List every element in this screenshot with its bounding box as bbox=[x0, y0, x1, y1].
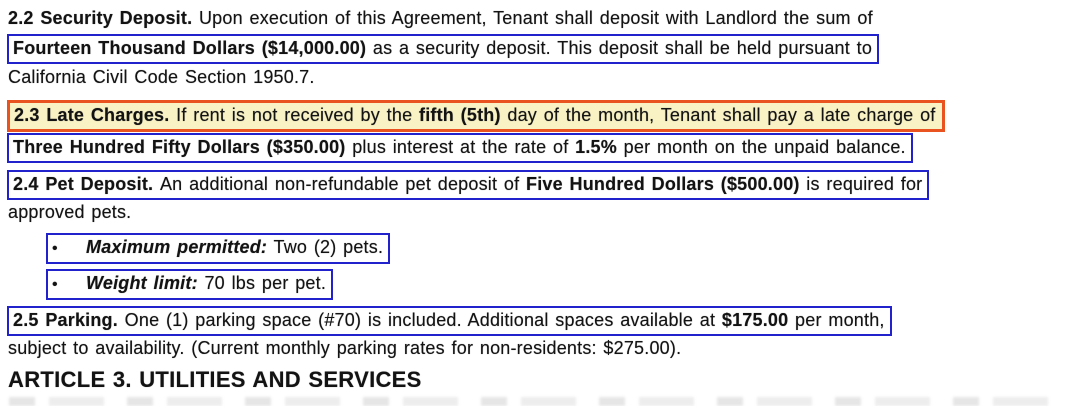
text-segment: California Civil Code Section 1950.7. bbox=[8, 67, 315, 87]
text-segment: 2.5 Parking. bbox=[13, 310, 125, 330]
text-segment: day of the month, Tenant shall pay a lat… bbox=[500, 105, 936, 125]
clause-2-5-continuation-line: subject to availability. (Current monthl… bbox=[8, 338, 1068, 359]
text-segment: subject to availability. (Current monthl… bbox=[8, 338, 682, 358]
bullet-icon: • bbox=[52, 276, 58, 293]
clause-2-2-opening-line: 2.2 Security Deposit. Upon execution of … bbox=[8, 8, 1068, 29]
text-segment: as a security deposit. This deposit shal… bbox=[366, 38, 873, 58]
bullet-weight-limit-text: Weight limit: 70 lbs per pet. bbox=[86, 273, 326, 293]
blue-annotation-box-security-deposit: Fourteen Thousand Dollars ($14,000.00) a… bbox=[7, 34, 880, 64]
text-segment: 1.5% bbox=[575, 137, 617, 157]
text-segment: per month, bbox=[788, 310, 885, 330]
text-segment: fifth (5th) bbox=[419, 105, 501, 125]
clause-2-3-late-charges-row: 2.3 Late Charges. If rent is not receive… bbox=[7, 100, 1068, 132]
text-segment: 2.2 Security Deposit. bbox=[8, 8, 199, 28]
bullet-icon: • bbox=[52, 240, 58, 257]
text-segment: approved pets. bbox=[8, 202, 132, 222]
text-segment: $175.00 bbox=[721, 310, 789, 330]
text-segment: Upon execution of this Agreement, Tenant… bbox=[198, 8, 873, 28]
text-segment: If rent is not received by the bbox=[176, 105, 419, 125]
text-segment: Two (2) pets. bbox=[267, 237, 384, 257]
blue-annotation-box-max-pets: • Maximum permitted: Two (2) pets. bbox=[46, 233, 391, 264]
clause-2-2-deposit-amount-row: Fourteen Thousand Dollars ($14,000.00) a… bbox=[7, 34, 1068, 64]
blue-annotation-box-weight-limit: • Weight limit: 70 lbs per pet. bbox=[46, 269, 334, 300]
bullet-row-weight-limit: • Weight limit: 70 lbs per pet. bbox=[7, 269, 1068, 300]
clause-2-2-civil-code-line: California Civil Code Section 1950.7. bbox=[8, 67, 1068, 88]
text-segment: 2.4 Pet Deposit. bbox=[13, 174, 160, 194]
bullet-max-pets-text: Maximum permitted: Two (2) pets. bbox=[86, 237, 383, 257]
blue-annotation-box-parking: 2.5 Parking. One (1) parking space (#70)… bbox=[7, 306, 892, 336]
text-segment: An additional non-refundable pet deposit… bbox=[159, 174, 527, 194]
article-3-heading: ARTICLE 3. UTILITIES AND SERVICES bbox=[8, 367, 422, 392]
red-annotation-box-late-charges: 2.3 Late Charges. If rent is not receive… bbox=[7, 100, 945, 132]
text-segment: Weight limit: bbox=[86, 273, 198, 293]
clause-2-4-continuation-line: approved pets. bbox=[8, 202, 1068, 223]
text-segment: 2.3 Late Charges. bbox=[14, 105, 177, 125]
text-segment: Five Hundred Dollars ($500.00) bbox=[526, 174, 800, 194]
text-segment: plus interest at the rate of bbox=[345, 137, 576, 157]
text-segment: Fourteen Thousand Dollars ($14,000.00) bbox=[13, 38, 367, 58]
text-segment: 70 lbs per pet. bbox=[197, 273, 327, 293]
blue-annotation-box-late-fee: Three Hundred Fifty Dollars ($350.00) pl… bbox=[7, 133, 913, 163]
text-segment: Three Hundred Fifty Dollars ($350.00) bbox=[13, 137, 346, 157]
clause-2-3-late-fee-amount-row: Three Hundred Fifty Dollars ($350.00) pl… bbox=[7, 133, 1068, 163]
text-segment: Maximum permitted: bbox=[86, 237, 268, 257]
clause-2-4-pet-deposit-row: 2.4 Pet Deposit. An additional non-refun… bbox=[7, 170, 1068, 200]
clause-2-5-parking-row: 2.5 Parking. One (1) parking space (#70)… bbox=[7, 306, 1068, 336]
text-segment: is required for bbox=[799, 174, 923, 194]
text-segment: One (1) parking space (#70) is included.… bbox=[124, 310, 722, 330]
bullet-row-max-pets: • Maximum permitted: Two (2) pets. bbox=[7, 233, 1068, 264]
partially-visible-next-line bbox=[9, 397, 1049, 406]
text-segment: per month on the unpaid balance. bbox=[616, 137, 906, 157]
blue-annotation-box-pet-deposit: 2.4 Pet Deposit. An additional non-refun… bbox=[7, 170, 930, 200]
